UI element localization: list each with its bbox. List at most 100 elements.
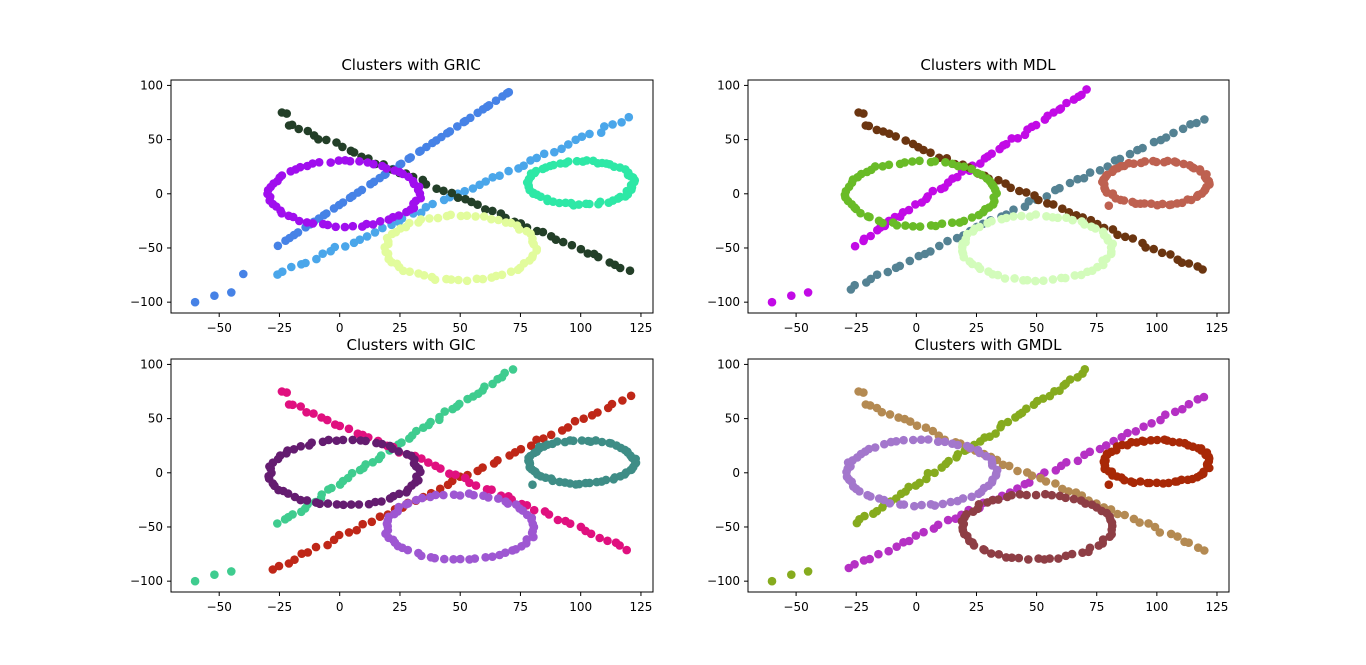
scatter-point [401, 500, 411, 509]
scatter-point [538, 164, 548, 174]
scatter-point [615, 263, 625, 273]
scatter-point [363, 158, 373, 167]
scatter-point [1095, 166, 1105, 175]
scatter-point [1009, 205, 1018, 214]
scatter-point [1198, 265, 1207, 274]
scatter-point [335, 421, 345, 431]
scatter-point [973, 445, 983, 455]
scatter-point [370, 228, 380, 237]
scatter-point [1042, 192, 1052, 201]
scatter-point [296, 442, 306, 451]
scatter-point [1205, 180, 1214, 189]
scatter-point [1178, 404, 1187, 414]
scatter-point [481, 177, 491, 186]
y-tick-label: 0 [155, 466, 163, 480]
scatter-point [460, 186, 470, 196]
scatter-point [1041, 489, 1050, 499]
scatter-point [1049, 200, 1058, 209]
scatter-point [983, 498, 992, 507]
scatter-point [1104, 201, 1114, 210]
scatter-point [210, 570, 219, 579]
scatter-point [1200, 546, 1209, 555]
scatter-point [1175, 438, 1184, 447]
scatter-point [479, 491, 488, 501]
scatter-point [397, 438, 406, 447]
scatter-point [803, 288, 813, 297]
scatter-point [424, 458, 433, 467]
scatter-point [1135, 518, 1144, 527]
y-tick-label: 100 [140, 357, 163, 371]
scatter-point [865, 212, 874, 222]
scatter-point [302, 408, 311, 417]
scatter-point [419, 271, 429, 280]
scatter-point [924, 435, 933, 444]
scatter-point [930, 468, 939, 478]
scatter-point [497, 270, 507, 280]
scatter-point [583, 436, 593, 446]
scatter-point [550, 147, 559, 157]
scatter-point [1120, 475, 1129, 485]
scatter-point [1098, 535, 1108, 544]
scatter-point [860, 511, 869, 521]
scatter-point [1054, 554, 1063, 563]
scatter-point [318, 249, 328, 258]
x-tick-label: 0 [913, 321, 921, 335]
scatter-point [295, 216, 304, 226]
scatter-point [943, 515, 953, 525]
scatter-point [440, 554, 449, 564]
y-tick-label: 50 [148, 412, 163, 426]
y-tick-label: 50 [725, 133, 740, 147]
scatter-point [283, 489, 293, 498]
scatter-point [884, 546, 893, 556]
scatter-point [556, 159, 565, 168]
scatter-point [1139, 422, 1148, 432]
scatter-point [908, 435, 918, 445]
scatter-point [323, 220, 333, 230]
scatter-point [403, 545, 413, 555]
panel-gmdl: Clusters with GMDL −50 −25 0 25 50 75 100 125 −… [707, 336, 1230, 614]
scatter-point [1128, 234, 1138, 243]
scatter-point [585, 478, 594, 488]
scatter-point [282, 388, 292, 397]
scatter-point [394, 211, 404, 220]
scatter-point [372, 438, 381, 448]
scatter-point [886, 437, 896, 447]
scatter-point [968, 507, 978, 516]
scatter-point [487, 485, 496, 495]
scatter-point [522, 226, 531, 236]
scatter-point [928, 186, 938, 196]
scatter-point [1024, 555, 1033, 564]
scatter-point [877, 407, 887, 417]
scatter-point [625, 266, 635, 276]
x-tick-label: 100 [1145, 321, 1168, 335]
scatter-point [402, 449, 412, 459]
scatter-point [767, 297, 777, 307]
scatter-point [1087, 222, 1096, 231]
scatter-point [539, 434, 548, 443]
scatter-point [1014, 553, 1024, 563]
scatter-point [1146, 436, 1156, 445]
scatter-point [603, 536, 612, 546]
scatter-point [548, 476, 557, 486]
scatter-point [536, 192, 545, 201]
scatter-point [967, 492, 976, 502]
scatter-point [314, 135, 323, 144]
scatter-point [323, 415, 332, 425]
scatter-point [506, 267, 516, 277]
scatter-point [1164, 478, 1173, 488]
scatter-point [923, 192, 932, 201]
scatter-point [532, 246, 541, 255]
scatter-point [787, 291, 796, 301]
scatter-point [433, 213, 443, 223]
scatter-point [1104, 480, 1114, 490]
scatter-point [899, 500, 909, 509]
scatter-point [303, 548, 313, 557]
scatter-point [1170, 407, 1180, 417]
chart-title: Clusters with GIC [347, 336, 476, 354]
scatter-point [447, 188, 457, 198]
scatter-point [466, 113, 475, 123]
scatter-point [1056, 104, 1066, 113]
scatter-point [317, 490, 327, 499]
scatter-point [933, 520, 943, 530]
x-tick-label: 75 [1089, 600, 1104, 614]
